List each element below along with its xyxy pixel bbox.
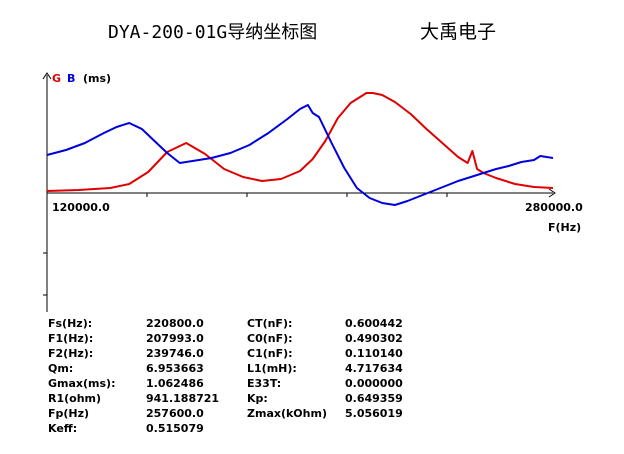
legend-b: B <box>67 72 75 85</box>
parameter-value: 0.490302 <box>345 332 403 345</box>
parameter-label: Keff: <box>48 422 78 435</box>
y-axis-arrow <box>42 72 52 80</box>
brand-name: 大禹电子 <box>420 21 497 43</box>
parameter-label: F2(Hz): <box>48 347 94 360</box>
parameter-value: 239746.0 <box>146 347 204 360</box>
parameter-label: Zmax(kOhm) <box>247 407 327 420</box>
chart-title: DYA-200-01G导纳坐标图 <box>108 22 318 43</box>
series-layer <box>46 92 554 206</box>
x-axis-arrow <box>548 188 556 198</box>
parameter-value: 941.188721 <box>146 392 220 405</box>
parameter-value: 257600.0 <box>146 407 204 420</box>
parameter-value: 207993.0 <box>146 332 204 345</box>
parameter-values-left: 220800.0 207993.0 239746.0 6.953663 1.062486… <box>146 316 219 436</box>
x-tick-label-max: 280000.0 <box>525 201 583 214</box>
parameter-value: 0.600442 <box>345 317 403 330</box>
parameter-label: R1(ohm) <box>48 392 102 405</box>
parameter-values-right: 0.600442 0.490302 0.110140 4.717634 0.000000… <box>345 316 403 421</box>
parameter-value: 1.062486 <box>146 377 204 390</box>
parameter-value: 0.000000 <box>345 377 403 390</box>
parameter-label: L1(mH): <box>247 362 297 375</box>
parameter-value: 0.515079 <box>146 422 204 435</box>
legend-g: G <box>52 72 61 85</box>
parameter-label: C1(nF): <box>247 347 293 360</box>
series-line-b <box>46 104 554 206</box>
parameter-value: 220800.0 <box>146 317 204 330</box>
parameter-label: Fs(Hz): <box>48 317 93 330</box>
parameter-label: Kp: <box>247 392 268 405</box>
parameter-value: 4.717634 <box>345 362 403 375</box>
parameter-value: 6.953663 <box>146 362 204 375</box>
parameter-label: Fp(Hz) <box>48 407 90 420</box>
parameter-labels-left: Fs(Hz): F1(Hz): F2(Hz): Qm: Gmax(ms): R1(ohm)… <box>48 316 115 436</box>
parameter-label: Qm: <box>48 362 74 375</box>
x-tick-label-min: 120000.0 <box>52 201 110 214</box>
legend-unit: (ms) <box>83 72 111 85</box>
parameter-value: 0.110140 <box>345 347 403 360</box>
parameter-label: C0(nF): <box>247 332 293 345</box>
parameter-label: Gmax(ms): <box>48 377 116 390</box>
parameter-label: CT(nF): <box>247 317 293 330</box>
parameter-value: 5.056019 <box>345 407 403 420</box>
parameter-label: E33T: <box>247 377 282 390</box>
parameter-labels-right: CT(nF): C0(nF): C1(nF): L1(mH): E33T: Kp: Zmax… <box>247 316 327 421</box>
parameter-value: 0.649359 <box>345 392 403 405</box>
series-line-g <box>46 92 554 192</box>
parameter-label: F1(Hz): <box>48 332 94 345</box>
x-axis-label: F(Hz) <box>548 221 581 234</box>
